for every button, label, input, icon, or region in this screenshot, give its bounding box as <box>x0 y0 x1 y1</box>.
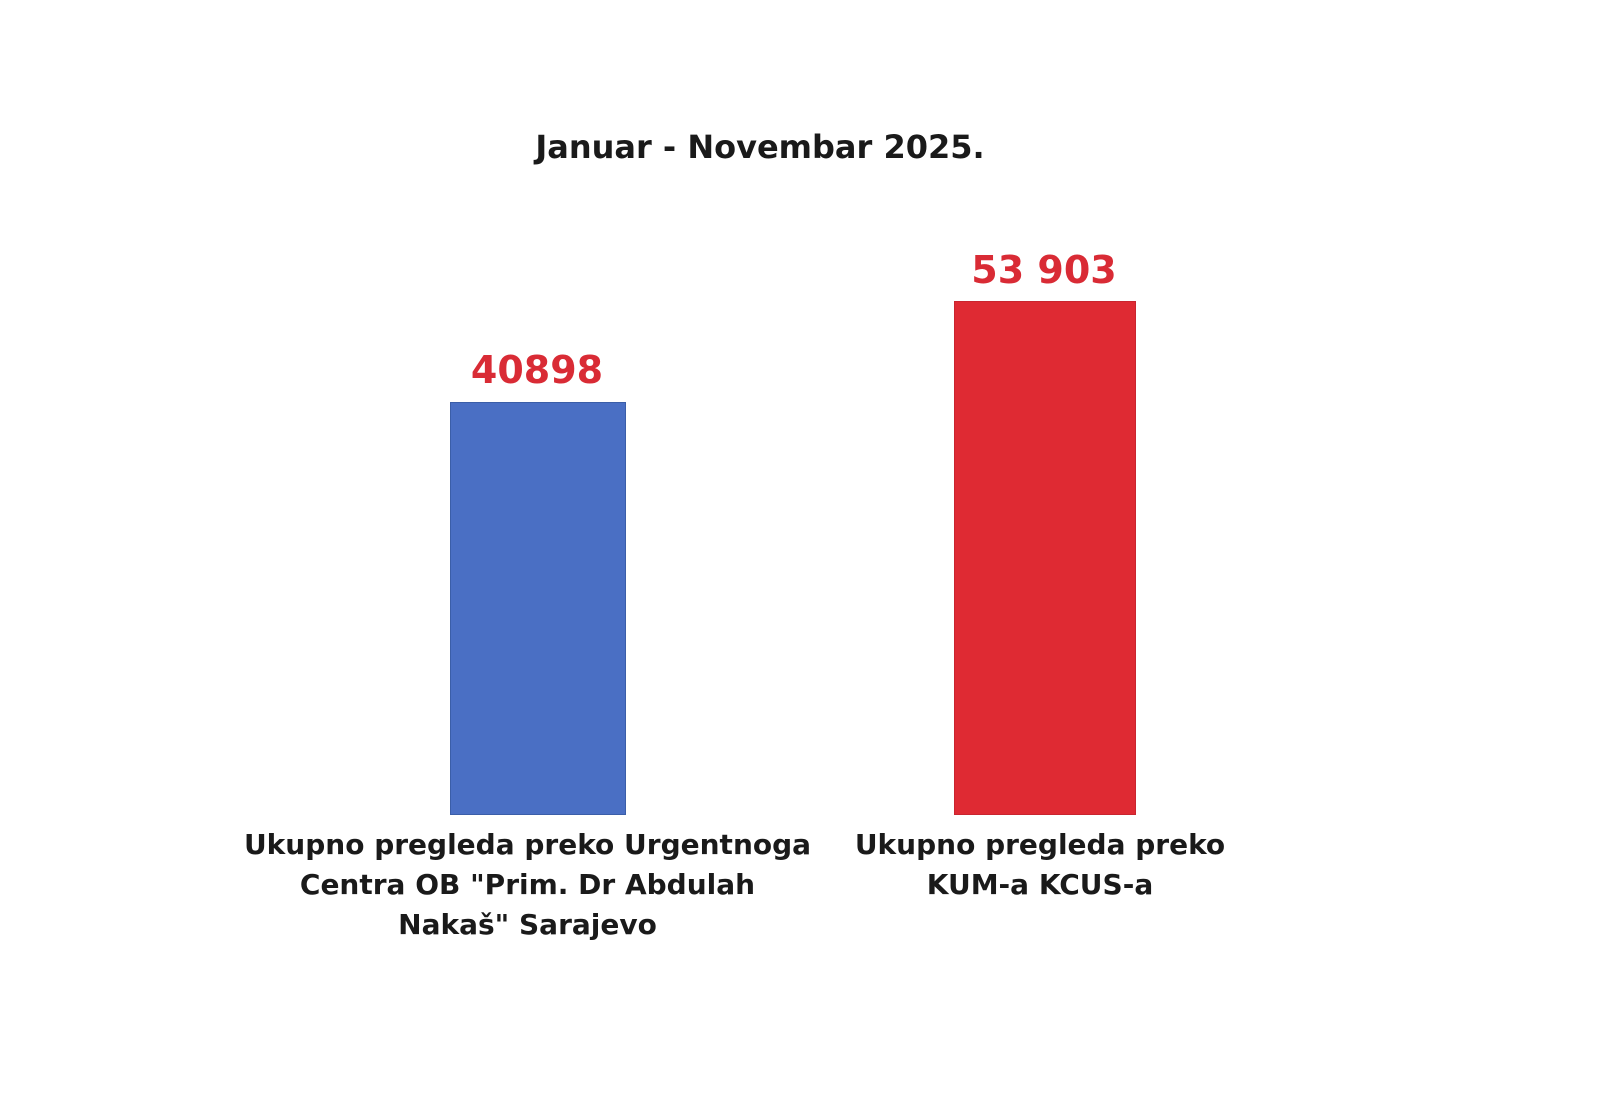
category-label-1: Ukupno pregleda preko Urgentnoga Centra … <box>240 825 815 945</box>
category-label-1-line-2: Centra OB "Prim. Dr Abdulah <box>299 868 756 901</box>
bar-value-label-1: 40898 <box>470 348 604 392</box>
bar-value-label-2: 53 903 <box>971 248 1117 292</box>
bar-urgentni-centar <box>450 402 626 815</box>
category-label-2: Ukupno pregleda preko KUM-a KCUS-a <box>830 825 1250 905</box>
chart-title: Januar - Novembar 2025. <box>535 128 985 166</box>
bar-kum-kcus <box>954 301 1136 815</box>
category-label-1-line-1: Ukupno pregleda preko Urgentnoga <box>243 828 812 861</box>
category-label-2-line-1: Ukupno pregleda preko <box>854 828 1226 861</box>
category-label-1-line-3: Nakaš" Sarajevo <box>398 908 657 941</box>
category-label-2-line-2: KUM-a KCUS-a <box>926 868 1154 901</box>
